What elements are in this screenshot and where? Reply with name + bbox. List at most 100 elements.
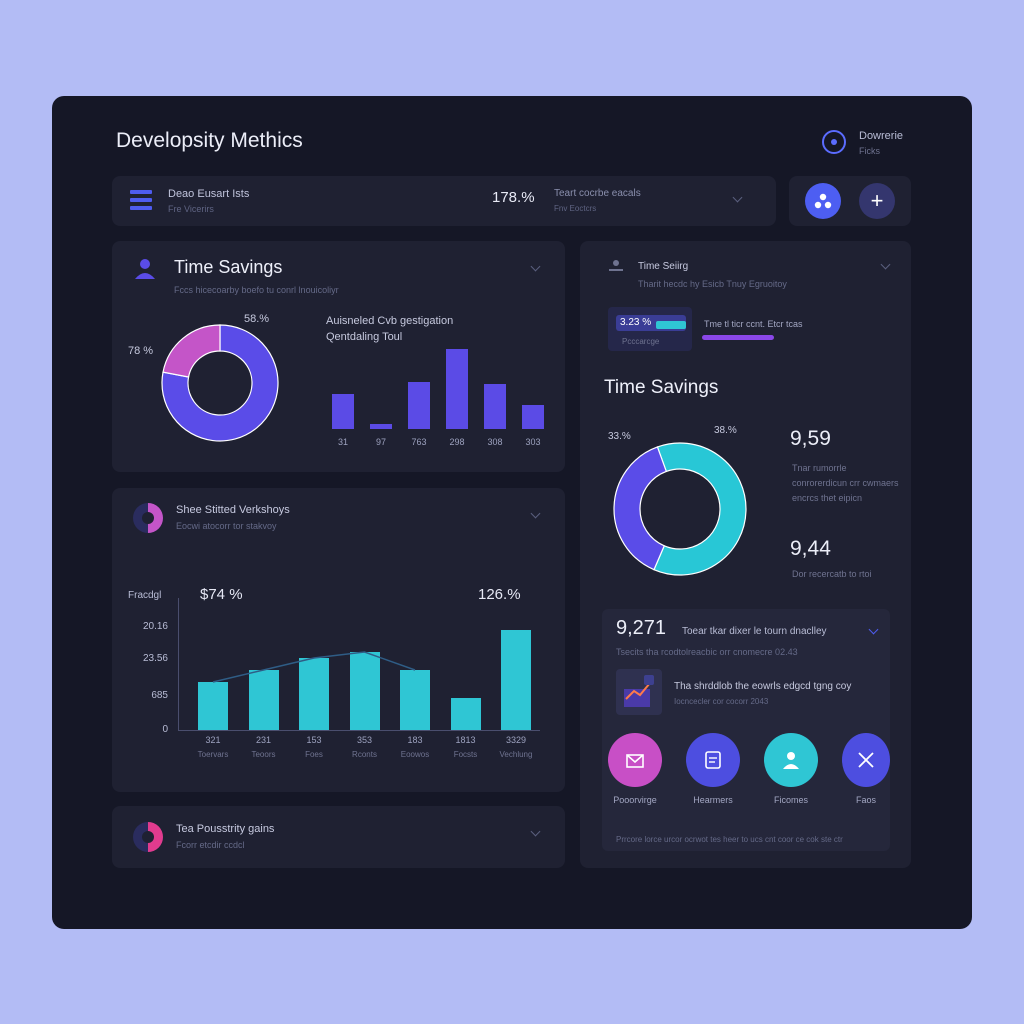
panel-value: 9,271 <box>616 617 667 639</box>
y-tick-label: 20.16 <box>142 621 168 632</box>
right-top-subtitle: Tharit hecdc hy Esicb Tnuy Egruoitoy <box>638 279 787 289</box>
bar-chart-title: Auisneled Cvb gestigation <box>326 315 454 327</box>
donut-right-top-label: 38.% <box>714 425 737 436</box>
x-tick-label: 321 <box>205 735 221 745</box>
workshop-label-left: $74 % <box>200 586 243 603</box>
bar <box>522 405 544 429</box>
plus-icon: + <box>870 188 884 213</box>
icon-button-4[interactable] <box>842 733 890 787</box>
share-button[interactable] <box>805 183 841 219</box>
x-tick-label: 298 <box>449 437 465 447</box>
chevron-down-icon[interactable] <box>880 259 891 270</box>
item-thumbnail <box>616 669 662 715</box>
donut-slice <box>162 324 221 378</box>
action-group: + <box>789 176 911 226</box>
x-tick-label: 3329 <box>505 735 527 745</box>
bar <box>248 670 279 730</box>
time-savings-title: Time Savings <box>174 257 283 277</box>
chart-pie-icon <box>133 503 163 533</box>
donut-slice <box>613 446 668 571</box>
summary-bar[interactable]: Deao Eusart Ists Fre Vicerirs 178.% Tear… <box>112 176 776 226</box>
user-menu[interactable]: Dowrerie Ficks <box>822 128 932 162</box>
icon-button-3[interactable] <box>764 733 818 787</box>
workshops-card: Shee Stitted Verkshoys Eocwi atocorr tor… <box>112 488 565 792</box>
right-top-title: Time Seiirg <box>638 261 689 272</box>
bar <box>400 670 430 730</box>
x-axis-line <box>178 730 540 731</box>
chevron-down-icon[interactable] <box>530 508 541 519</box>
bar-chart-subtitle: Qentdaling Toul <box>326 331 403 343</box>
bar <box>370 424 392 429</box>
bar <box>450 698 481 730</box>
envelope-icon <box>626 754 644 768</box>
x-tick-sublabel: Vechlung <box>499 750 533 759</box>
mini-value-sub: Pcccarcge <box>622 337 660 346</box>
document-icon <box>705 751 721 769</box>
summary-right-label: Teart cocrbe eacals <box>554 188 641 199</box>
donut-chart-left <box>161 324 279 442</box>
icon-label-2: Hearmers <box>693 795 733 805</box>
bar <box>332 394 354 429</box>
donut-slice <box>653 442 747 576</box>
productivity-gains-card[interactable]: Tea Pousstrity gains Fcorr etcdir ccdcl <box>112 806 565 868</box>
donut-right-left-label: 33.% <box>608 431 631 442</box>
y-tick-label: 685 <box>151 690 168 701</box>
stat-value-1: 9,59 <box>790 427 831 450</box>
donut-slice <box>161 324 279 442</box>
panel-subtitle: Tsecits tha rcodtolreacbic orr cnomecre … <box>616 647 798 657</box>
bar <box>446 349 468 429</box>
user-avatar-icon <box>822 130 846 154</box>
chevron-down-icon[interactable] <box>868 624 879 635</box>
item-subtitle: Iocncecler cor cocorr 2043 <box>674 697 769 706</box>
x-tick-label: 303 <box>525 437 541 447</box>
item-title: Tha shrddlob the eowrls edgcd tgng coy <box>674 681 852 692</box>
y-axis-label: Fracdgl <box>128 590 162 601</box>
user-subtitle: Ficks <box>859 146 880 156</box>
mini-stat-card: 3.23 % Pcccarcge <box>608 307 692 351</box>
x-tick-sublabel: Foes <box>305 750 323 759</box>
user-icon <box>609 260 623 271</box>
y-tick-label: 23.56 <box>142 653 168 664</box>
stat-desc-2: Dor recercatb to rtoi <box>792 569 872 579</box>
donut-chart-right <box>613 442 747 576</box>
x-tick-sublabel: Rconts <box>352 750 377 759</box>
bar <box>198 682 228 730</box>
trend-chart-icon <box>624 675 654 707</box>
icon-label-4: Faos <box>855 795 876 805</box>
bar <box>484 384 506 429</box>
bar <box>408 382 430 429</box>
bar <box>349 652 380 730</box>
chart-pie-icon <box>133 822 163 852</box>
user-name: Dowrerie <box>859 130 904 142</box>
panel-label: Toear tkar dixer le tourn dnaclley <box>682 626 827 637</box>
x-tick-label: 353 <box>356 735 373 745</box>
donut-top-label: 58.% <box>244 313 270 325</box>
icon-label-1: Pooorvirge <box>613 795 657 805</box>
bar <box>299 658 329 730</box>
mini-progress-area: Tme tl ticr ccnt. Etcr tcas <box>698 313 803 343</box>
add-button[interactable]: + <box>859 183 895 219</box>
y-tick-label: 0 <box>162 724 168 735</box>
x-tick-label: 763 <box>411 437 427 447</box>
dashboard-window: Developsity Methics Dowrerie Ficks Deao … <box>52 96 972 929</box>
right-panel: Time Seiirg Tharit hecdc hy Esicb Tnuy E… <box>580 241 911 868</box>
x-tick-label: 183 <box>407 735 423 745</box>
x-tick-label: 308 <box>487 437 503 447</box>
stat-value-2: 9,44 <box>790 537 831 560</box>
x-tick-label: 153 <box>306 735 322 745</box>
x-tick-label: 31 <box>337 437 348 447</box>
productivity-subtitle: Fcorr etcdir ccdcl <box>176 840 245 850</box>
list-icon <box>130 190 152 210</box>
workshops-title: Shee Stitted Verkshoys <box>176 504 290 516</box>
icon-button-2[interactable] <box>686 733 740 787</box>
mini-value: 3.23 % <box>620 317 652 328</box>
icon-button-1[interactable] <box>608 733 662 787</box>
x-tick-sublabel: Focsts <box>453 750 478 759</box>
stat-desc-1: Tnar rumorrle conrorerdicun crr cwmaers … <box>792 463 899 503</box>
workshop-label-right: 126.% <box>478 586 521 603</box>
person-icon <box>783 752 799 769</box>
chevron-down-icon[interactable] <box>530 261 541 272</box>
mini-right-label: Tme tl ticr ccnt. Etcr tcas <box>704 319 803 329</box>
time-savings-subtitle: Fccs hicecoarby boefo tu conrl lnouicoli… <box>174 285 339 295</box>
right-time-savings-title: Time Savings <box>604 377 719 398</box>
